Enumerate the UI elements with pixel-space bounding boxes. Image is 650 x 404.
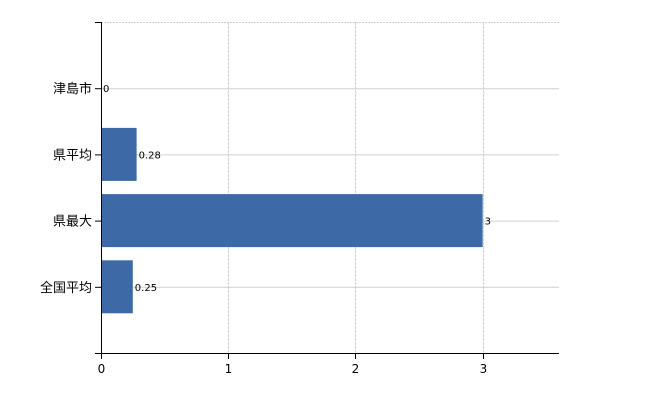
bar <box>101 127 137 181</box>
x-tick-label: 3 <box>480 362 488 376</box>
data-label: 0.28 <box>139 150 161 161</box>
x-tick-label: 2 <box>352 362 360 376</box>
x-tick-label: 0 <box>98 362 106 376</box>
bar <box>101 194 483 248</box>
x-tick-label: 1 <box>225 362 233 376</box>
y-tick-label: 全国平均 <box>40 280 92 296</box>
data-label: 0.25 <box>135 283 157 294</box>
y-tick-label: 県平均 <box>53 148 92 163</box>
bar <box>101 260 133 314</box>
y-tick-label: 津島市 <box>53 81 92 97</box>
data-label: 0 <box>103 84 109 95</box>
data-label: 3 <box>485 217 491 228</box>
y-tick-label: 県最大 <box>53 215 92 230</box>
